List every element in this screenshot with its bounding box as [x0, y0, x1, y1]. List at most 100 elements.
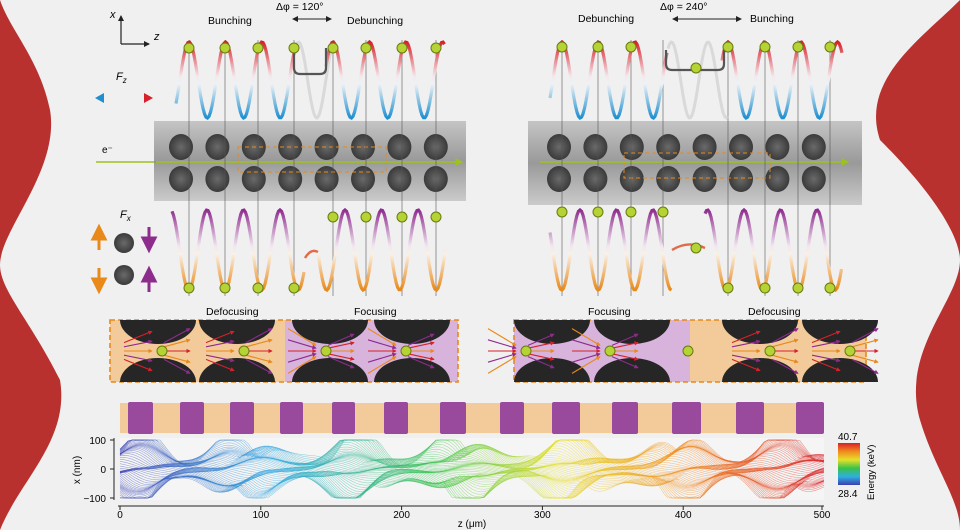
right-field-arrow: [527, 353, 555, 361]
electron-marker: [657, 206, 669, 218]
left-field-arrow: [245, 338, 273, 348]
x-tick-0: 0: [117, 510, 123, 521]
right-field-arrow: [731, 339, 761, 348]
right-field-arrow: [487, 356, 517, 374]
electron-marker: [844, 345, 856, 357]
right-field-arrow: [811, 354, 841, 363]
right-field-arrow: [487, 339, 517, 350]
left-field-arrow: [245, 358, 273, 374]
electron-trajectory: [120, 471, 825, 499]
electron-marker: [722, 282, 734, 294]
axis-x-label: x: [109, 9, 116, 21]
structure-block: [332, 402, 355, 434]
structure-block: [230, 402, 254, 434]
left-field-arrow: [407, 333, 435, 346]
left-phase-joint: [303, 249, 319, 259]
left-bunching-label: Bunching: [208, 15, 252, 27]
electron-marker: [690, 62, 702, 74]
left-cap-top: [374, 320, 450, 344]
cylinders-right: [547, 134, 826, 192]
left-force-wave-bottom-a: [170, 207, 306, 293]
right-field-arrow: [811, 330, 841, 344]
left-field-arrow: [245, 328, 273, 344]
right-field-arrow: [487, 352, 517, 363]
electron-marker: [360, 42, 372, 54]
electron-marker: [682, 345, 694, 357]
right-bunching-label: Bunching: [750, 13, 794, 25]
electron-trajectory: [119, 447, 825, 470]
structure-block: [280, 402, 303, 434]
left-field-arrow: [123, 330, 153, 344]
slab-right: [528, 121, 862, 205]
left-cylinder-top: [205, 134, 230, 160]
left-cylinder-bottom: [351, 166, 375, 192]
left-cylinder-bottom: [205, 166, 230, 192]
electron-trajectory: [119, 446, 825, 469]
right-cylinder-top: [656, 134, 681, 160]
electron-marker: [556, 41, 568, 53]
electron-trajectory: [119, 467, 825, 478]
electron-marker: [396, 42, 408, 54]
electron-marker: [430, 211, 442, 223]
right-cylinder-top: [547, 134, 571, 160]
electron-marker: [288, 282, 300, 294]
right-field-arrow: [527, 341, 555, 349]
right-field-arrow: [731, 354, 761, 363]
electron-marker: [764, 345, 776, 357]
structure-block: [180, 402, 204, 434]
electron-trajectory: [119, 467, 825, 480]
electron-marker: [183, 282, 195, 294]
right-field-arrow: [611, 333, 639, 346]
right-field-arrow: [571, 356, 601, 374]
left-debunching-label: Debunching: [347, 15, 403, 27]
left-field-arrow: [245, 354, 273, 364]
y-tick-100: 100: [89, 436, 106, 447]
waves-and-markers: [170, 39, 844, 296]
left-field-arrow: [123, 354, 153, 363]
left-cap-bottom: [374, 358, 450, 382]
electron-marker: [320, 345, 332, 357]
y-tick-0: 0: [100, 465, 106, 476]
right-cylinder-top: [801, 134, 826, 160]
left-field-arrow: [205, 354, 235, 363]
electron-marker: [604, 345, 616, 357]
right-cap-top: [594, 320, 670, 344]
structure-left: [154, 121, 466, 201]
fx-label: Fx: [120, 209, 132, 223]
axis-indicator: x z: [109, 9, 160, 47]
electron-trajectory: [119, 445, 825, 470]
electron-trajectory: [119, 439, 825, 467]
left-cylinder-top: [314, 134, 339, 160]
right-field-arrow: [771, 338, 799, 348]
particle-upper-icon: [114, 233, 134, 253]
electron-marker: [156, 345, 168, 357]
electron-marker: [722, 41, 734, 53]
left-field-arrow: [123, 358, 153, 372]
electron-marker: [759, 41, 771, 53]
y-tick-minus100: −100: [83, 494, 106, 505]
structure-block: [796, 402, 824, 434]
left-cap-top: [120, 320, 196, 344]
structure-block: [500, 402, 524, 434]
left-field-arrow: [407, 353, 435, 361]
right-cap-bottom: [594, 358, 670, 382]
electron-trajectory: [119, 470, 825, 499]
slab-left: [154, 121, 466, 201]
left-field-arrow: [407, 356, 435, 369]
left-field-arrow: [123, 339, 153, 348]
right-field-arrow: [487, 328, 517, 346]
left-field-arrow: [407, 341, 435, 349]
left-cap-top: [292, 320, 368, 344]
right-cylinder-top: [583, 134, 608, 160]
right-field-arrow: [851, 358, 879, 374]
right-cylinder-top: [765, 134, 790, 160]
right-field-arrow: [571, 339, 601, 350]
electron-trajectory: [119, 470, 825, 499]
left-cap-bottom: [292, 358, 368, 382]
left-field-arrow: [163, 354, 191, 364]
electron-marker: [625, 206, 637, 218]
electron-marker: [759, 282, 771, 294]
structure-block: [736, 402, 764, 434]
colorbar-min: 28.4: [838, 489, 858, 500]
electron-marker: [520, 345, 532, 357]
